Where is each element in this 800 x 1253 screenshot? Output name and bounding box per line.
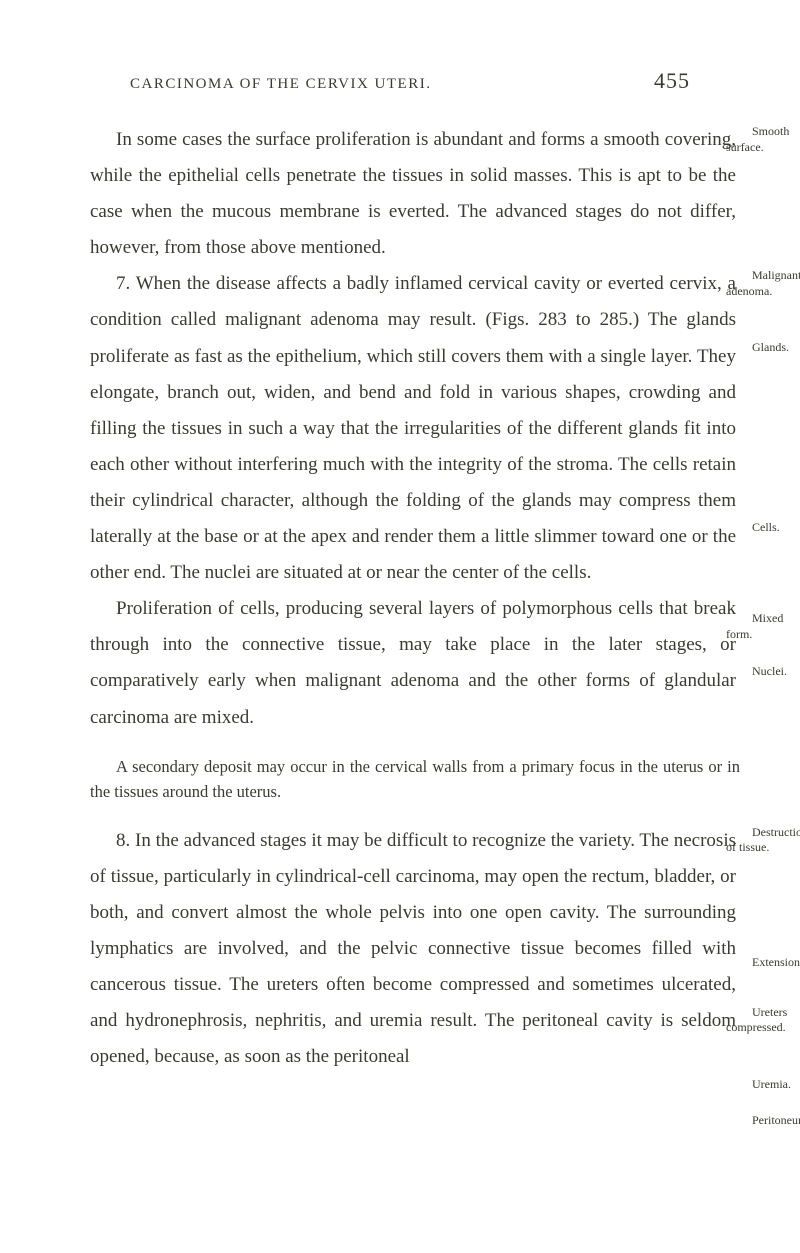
paragraph-5: 8. In the advanced stages it may be diff… <box>90 823 740 1076</box>
margin-note-smooth: Smooth surface. <box>726 124 798 155</box>
paragraph-text: Proliferation of cells, producing severa… <box>90 598 736 727</box>
paragraph-2: 7. When the disease affects a badly infl… <box>90 266 740 591</box>
paragraph-text: In some cases the surface proliferation … <box>90 129 736 258</box>
paragraph-text: 7. When the disease affects a badly infl… <box>90 273 736 583</box>
page-header: CARCINOMA OF THE CERVIX UTERI. 455 <box>90 68 740 94</box>
margin-note-ureters: Ureters compressed. <box>726 1005 798 1036</box>
paragraph-3: Proliferation of cells, producing severa… <box>90 591 740 735</box>
paragraph-1: In some cases the surface proliferation … <box>90 122 740 266</box>
margin-note-destruction: Destruction of tissue. <box>726 825 798 856</box>
margin-note-malignant: Malignant adenoma. <box>726 268 798 299</box>
margin-note-mixed: Mixed form. <box>726 611 798 642</box>
body-text: In some cases the surface proliferation … <box>90 122 740 1075</box>
running-title: CARCINOMA OF THE CERVIX UTERI. <box>130 76 431 93</box>
margin-note-extension: Extension. <box>726 955 798 971</box>
paragraph-text: 8. In the advanced stages it may be diff… <box>90 830 736 1068</box>
margin-note-glands: Glands. <box>726 340 798 356</box>
margin-note-cells: Cells. <box>726 520 798 536</box>
paragraph-4: A secondary deposit may occur in the cer… <box>90 754 740 805</box>
paragraph-text: A secondary deposit may occur in the cer… <box>90 757 740 802</box>
margin-note-peritoneum: Peritoneum. <box>726 1113 798 1129</box>
margin-note-uremia: Uremia. <box>726 1077 798 1093</box>
page-number: 455 <box>654 68 690 94</box>
